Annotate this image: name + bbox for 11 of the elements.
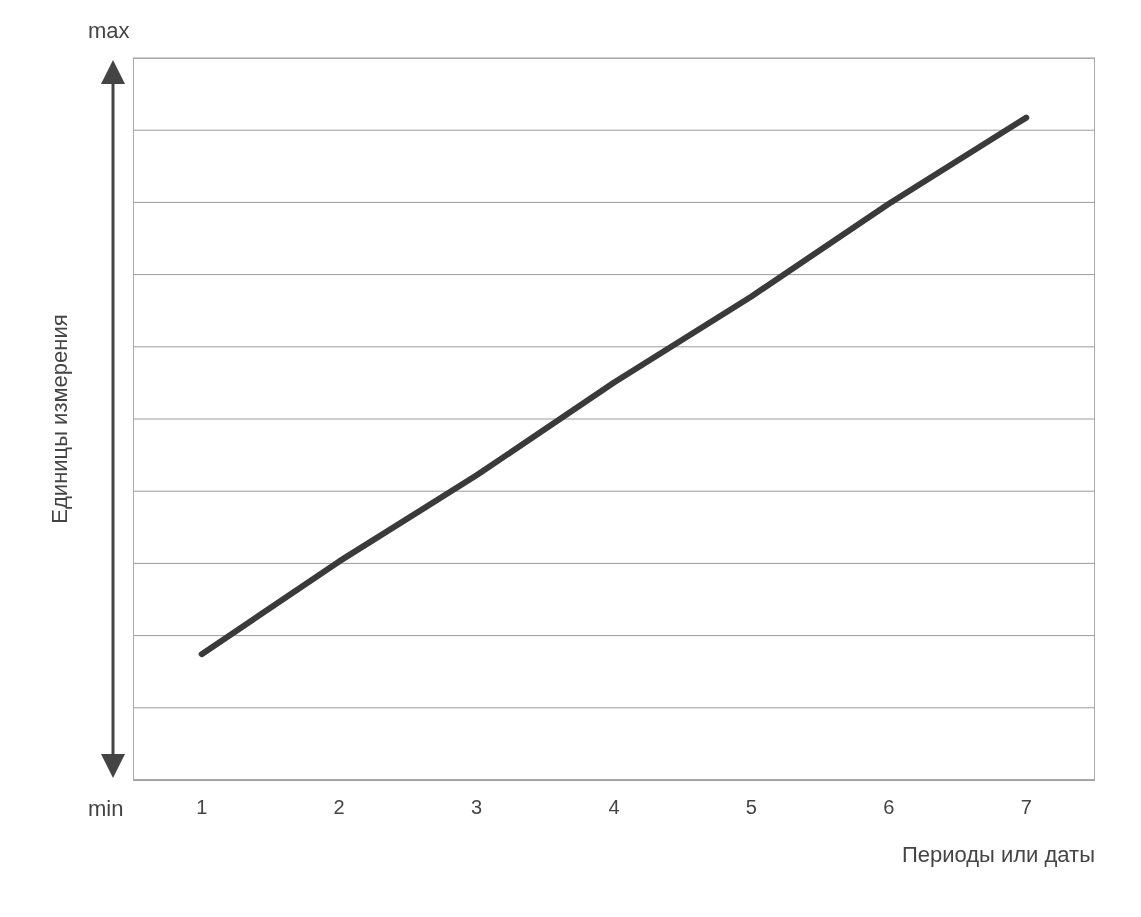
x-tick-label: 3 [471,796,483,819]
x-tick-label: 6 [883,796,895,819]
text: max [88,18,130,44]
text: min [88,796,124,822]
x-axis-title: Периоды или даты [901,842,1095,868]
y-axis-title: Единицы измерения [47,314,73,524]
x-tick-label: 4 [608,796,620,819]
x-tick-label: 2 [333,796,345,819]
x-tick-label: 5 [745,796,757,819]
x-tick-label: 7 [1020,796,1032,819]
x-tick-label: 1 [196,796,208,819]
